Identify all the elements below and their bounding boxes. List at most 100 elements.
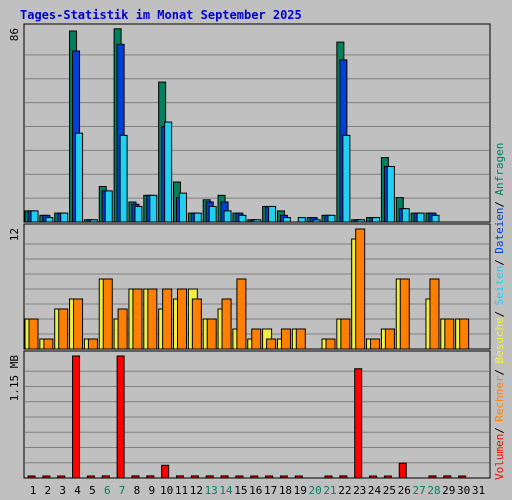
bar-volumen-day-5: [86, 475, 95, 479]
bar-rechner-day-6: [102, 278, 113, 350]
bar-seiten-day-26: [401, 208, 410, 223]
x-tick-label-day-13: 13: [205, 484, 218, 497]
x-tick-label-day-29: 29: [442, 484, 455, 497]
bar-seiten-day-27: [416, 212, 425, 223]
bar-volumen-day-18: [279, 475, 288, 479]
x-tick-label-day-30: 30: [457, 484, 470, 497]
x-tick-label-day-27: 27: [412, 484, 425, 497]
bar-volumen-day-14: [220, 475, 229, 479]
x-tick-label-day-12: 12: [190, 484, 203, 497]
bar-rechner-day-13: [206, 318, 217, 350]
x-tick-label-day-16: 16: [249, 484, 262, 497]
bar-seiten-day-22: [342, 134, 351, 223]
bar-rechner-day-23: [355, 228, 366, 350]
bar-rechner-day-16: [251, 328, 262, 350]
bar-seiten-day-20: [312, 219, 321, 223]
legend-besuche: Besuche: [493, 317, 506, 363]
bar-volumen-day-23: [354, 368, 363, 479]
series-volumen: [27, 355, 467, 479]
bar-volumen-day-13: [205, 475, 214, 479]
bar-volumen-day-12: [190, 475, 199, 479]
x-tick-label-day-26: 26: [398, 484, 411, 497]
bar-seiten-day-2: [45, 217, 54, 223]
bar-seiten-day-1: [30, 210, 39, 223]
bar-rechner-day-4: [73, 298, 84, 350]
x-tick-label-day-9: 9: [148, 484, 155, 497]
bar-rechner-day-21: [325, 338, 336, 350]
chart-panels: 86 12 1.15 MB: [8, 23, 491, 479]
x-tick-label-day-14: 14: [219, 484, 233, 497]
bar-volumen-day-22: [339, 475, 348, 479]
x-tick-label-day-31: 31: [472, 484, 485, 497]
bar-rechner-day-11: [177, 288, 187, 350]
bar-rechner-day-22: [340, 318, 351, 350]
x-tick-label-day-2: 2: [45, 484, 52, 497]
x-tick-label-day-21: 21: [323, 484, 336, 497]
x-tick-label-day-20: 20: [309, 484, 322, 497]
bar-rechner-day-25: [384, 328, 395, 350]
x-tick-label-day-15: 15: [234, 484, 247, 497]
bar-volumen-day-9: [146, 475, 155, 479]
x-tick-label-day-22: 22: [338, 484, 351, 497]
chart-legend: Volumen/Rechner/Besuche/Seiten/Dateien/A…: [493, 143, 506, 480]
chart-panel-2: 12: [8, 223, 491, 350]
bar-volumen-day-16: [250, 475, 259, 479]
bar-seiten-day-12: [193, 212, 202, 223]
bar-seiten-day-3: [60, 212, 69, 223]
bar-seiten-day-11: [179, 192, 187, 223]
bar-seiten-day-5: [89, 219, 98, 223]
x-tick-label-day-1: 1: [30, 484, 37, 497]
x-tick-label-day-17: 17: [264, 484, 277, 497]
chart-title: Tages-Statistik im Monat September 2025: [20, 8, 302, 22]
bar-rechner-day-14: [221, 298, 232, 350]
bar-volumen-day-11: [176, 475, 184, 479]
bar-seiten-day-19: [297, 217, 306, 223]
series-seiten: [30, 121, 440, 223]
bar-volumen-day-26: [398, 462, 407, 479]
bar-volumen-day-17: [265, 475, 274, 479]
bar-seiten-day-24: [372, 217, 381, 223]
bar-seiten-day-25: [386, 165, 395, 223]
legend-seiten: Seiten: [493, 266, 506, 306]
bar-seiten-day-4: [75, 132, 84, 223]
bar-seiten-day-8: [134, 205, 143, 223]
legend-anfragen: Anfragen: [493, 143, 506, 196]
bar-volumen-day-15: [235, 475, 244, 479]
x-tick-label-day-5: 5: [89, 484, 96, 497]
bar-seiten-day-17: [268, 205, 277, 223]
bar-volumen-day-24: [369, 475, 378, 479]
bar-rechner-day-19: [295, 328, 306, 350]
bar-seiten-day-15: [238, 214, 247, 223]
x-tick-label-day-28: 28: [427, 484, 440, 497]
bar-volumen-day-29: [443, 475, 452, 479]
bar-volumen-day-25: [383, 475, 392, 479]
x-tick-label-day-24: 24: [368, 484, 382, 497]
bar-rechner-day-15: [236, 278, 247, 350]
bar-volumen-day-28: [428, 475, 437, 479]
bar-rechner-day-3: [58, 308, 69, 350]
legend-separator: /: [493, 427, 506, 434]
bar-volumen-day-4: [72, 355, 81, 479]
bar-volumen-day-30: [458, 475, 467, 479]
bar-rechner-day-5: [87, 338, 98, 350]
chart-panel-3: 1.15 MB: [8, 350, 491, 479]
x-tick-label-day-4: 4: [74, 484, 81, 497]
bar-rechner-day-24: [370, 338, 381, 350]
chart-panel-1: 86: [8, 23, 491, 223]
bar-volumen-day-19: [294, 475, 303, 479]
x-tick-label-day-8: 8: [134, 484, 141, 497]
x-tick-label-day-23: 23: [353, 484, 366, 497]
bar-rechner-day-8: [132, 288, 143, 350]
bar-seiten-day-6: [104, 190, 113, 223]
x-tick-label-day-25: 25: [383, 484, 396, 497]
bar-seiten-day-7: [119, 134, 128, 223]
bar-volumen-day-8: [131, 475, 140, 479]
bar-seiten-day-18: [282, 217, 291, 223]
bar-seiten-day-10: [164, 121, 173, 223]
x-tick-label-day-18: 18: [279, 484, 292, 497]
x-tick-label-day-10: 10: [160, 484, 173, 497]
x-tick-label-day-7: 7: [119, 484, 126, 497]
bar-volumen-day-2: [42, 475, 51, 479]
bar-rechner-day-17: [266, 338, 277, 350]
